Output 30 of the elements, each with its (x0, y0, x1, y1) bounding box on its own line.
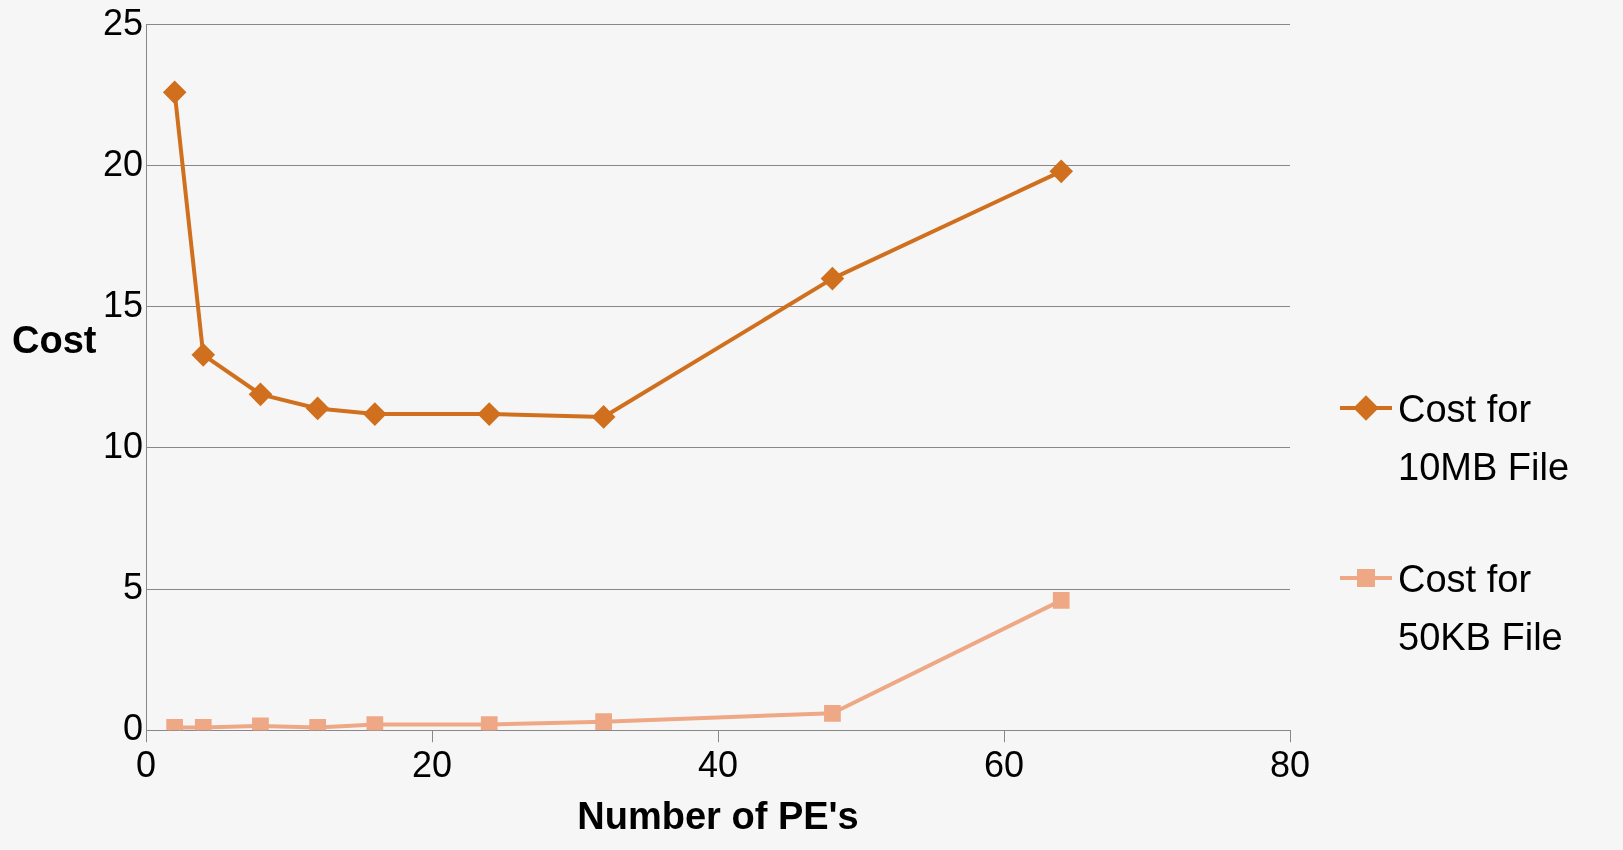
point (163, 81, 186, 104)
point (252, 717, 269, 731)
x-tick-label: 20 (412, 743, 453, 785)
point (592, 405, 615, 428)
point (480, 716, 498, 731)
x-tick-label: 40 (698, 743, 739, 785)
y-tick-label: 10 (103, 424, 144, 466)
point (595, 713, 612, 731)
point (1050, 160, 1073, 183)
point (1052, 592, 1070, 609)
y-tick-label: 25 (103, 1, 144, 43)
legend-label: Cost for 50KB File (1398, 558, 1563, 658)
point (366, 716, 384, 731)
y-tick-label: 20 (103, 142, 144, 184)
point (192, 343, 215, 366)
x-axis-title: Number of PE's (577, 794, 859, 837)
legend-label: Cost for 10MB File (1398, 388, 1570, 488)
y-tick-label: 15 (103, 283, 144, 325)
point (309, 719, 326, 731)
x-tick-label: 60 (983, 743, 1025, 785)
point (824, 704, 841, 722)
x-tick-label: 80 (1269, 743, 1311, 785)
point (363, 403, 386, 426)
point (249, 383, 272, 406)
point (478, 403, 501, 426)
y-tick-label: 0 (123, 707, 144, 749)
y-axis-title: Cost (12, 318, 97, 361)
y-tick-label: 5 (123, 566, 144, 607)
point (306, 397, 329, 420)
point (821, 267, 844, 290)
